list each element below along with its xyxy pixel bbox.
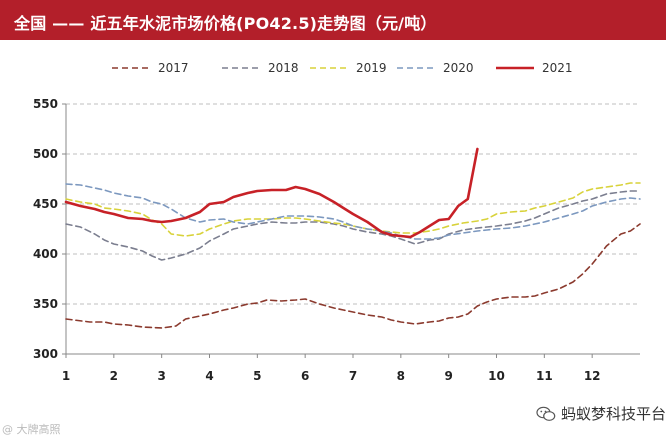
source-mark: @ 大牌高照 xyxy=(2,423,61,436)
series-line-2019 xyxy=(65,182,641,237)
legend-label-2021: 2021 xyxy=(542,61,573,75)
chart-series xyxy=(64,147,641,329)
y-tick-label: 500 xyxy=(33,147,58,161)
x-tick-label: 10 xyxy=(488,369,505,383)
legend-label-2017: 2017 xyxy=(158,61,189,75)
x-tick-label: 6 xyxy=(301,369,309,383)
watermark: 蚂蚁梦科技平台 xyxy=(536,403,666,424)
x-tick-label: 5 xyxy=(253,369,261,383)
y-axis-ticks: 300 350 400 450 500 550 xyxy=(33,97,58,361)
series-line-2018 xyxy=(65,190,641,261)
x-tick-label: 11 xyxy=(536,369,553,383)
chart-header-bar: 全国 —— 近五年水泥市场价格(PO42.5)走势图（元/吨） xyxy=(0,0,666,40)
x-tick-label: 4 xyxy=(205,369,213,383)
series-line-2017 xyxy=(65,223,641,329)
x-tick-label: 7 xyxy=(349,369,357,383)
series-line-2021 xyxy=(64,147,479,239)
y-tick-label: 450 xyxy=(33,197,58,211)
chart-legend: 2017 2018 2019 2020 2021 xyxy=(112,61,573,75)
x-axis-ticks: 1 2 3 4 5 6 7 8 9 10 11 12 xyxy=(62,369,601,383)
chart-grid xyxy=(66,103,640,305)
chart-axes xyxy=(62,103,640,358)
x-tick-label: 3 xyxy=(157,369,165,383)
y-tick-label: 350 xyxy=(33,297,58,311)
legend-label-2018: 2018 xyxy=(268,61,299,75)
x-tick-label: 8 xyxy=(397,369,405,383)
x-tick-label: 1 xyxy=(62,369,70,383)
wechat-icon xyxy=(536,406,556,421)
y-tick-label: 550 xyxy=(33,97,58,111)
y-tick-label: 300 xyxy=(33,347,58,361)
x-tick-label: 2 xyxy=(110,369,118,383)
series-line-2020 xyxy=(65,183,641,240)
line-chart: 2017 2018 2019 2020 2021 300350400450500550 … xyxy=(33,61,641,383)
chart-title: 全国 —— 近五年水泥市场价格(PO42.5)走势图（元/吨） xyxy=(14,14,437,33)
x-tick-label: 9 xyxy=(444,369,452,383)
watermark-text: 蚂蚁梦科技平台 xyxy=(561,405,666,423)
legend-label-2020: 2020 xyxy=(443,61,474,75)
x-tick-label: 12 xyxy=(584,369,601,383)
legend-label-2019: 2019 xyxy=(356,61,387,75)
y-tick-label: 400 xyxy=(33,247,58,261)
